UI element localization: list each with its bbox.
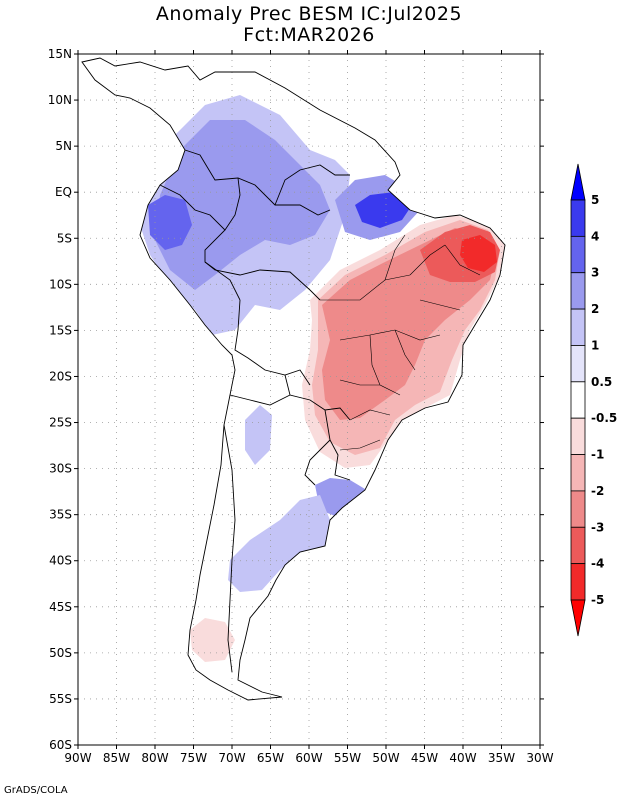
colorbar-swatch xyxy=(570,526,586,565)
credit-label: GrADS/COLA xyxy=(4,785,68,796)
lat-label: 15N xyxy=(48,47,72,61)
lon-label: 70W xyxy=(218,751,245,765)
lon-label: 35W xyxy=(488,751,515,765)
lat-label: 45S xyxy=(49,600,72,614)
chart-title: Anomaly Prec BESM IC:Jul2025 xyxy=(155,3,463,25)
colorbar-swatch xyxy=(570,563,586,601)
lat-label: 30S xyxy=(49,462,72,476)
colorbar-label: 1 xyxy=(591,338,599,352)
colorbar-label: 4 xyxy=(591,229,599,243)
colorbar-label: -4 xyxy=(591,557,604,571)
lon-label: 40W xyxy=(449,751,476,765)
lat-label: 55S xyxy=(49,692,72,706)
chart-subtitle: Fct:MAR2026 xyxy=(243,24,375,46)
colorbar-label: 5 xyxy=(591,193,599,207)
lat-label: 10S xyxy=(49,277,72,291)
colorbar-swatch xyxy=(570,199,586,237)
lon-label: 65W xyxy=(257,751,284,765)
colorbar-label: -3 xyxy=(591,520,604,534)
lon-label: 85W xyxy=(103,751,130,765)
lon-label: 80W xyxy=(141,751,168,765)
lon-label: 50W xyxy=(372,751,399,765)
lon-label: 30W xyxy=(526,751,553,765)
anomaly-region-central-west xyxy=(245,405,272,465)
colorbar-swatch xyxy=(570,454,586,492)
axes: 15N 10N 5N EQ 5S 10S 15S 20S 25S 30S 35S 40S 45S 50S 5… xyxy=(48,47,554,765)
lat-label: 25S xyxy=(49,416,72,430)
lat-label: EQ xyxy=(55,185,72,199)
lat-label: 15S xyxy=(49,323,72,337)
lat-label: 20S xyxy=(49,369,72,383)
lat-label: 40S xyxy=(49,554,72,568)
lat-label: 5N xyxy=(55,139,72,153)
colorbar-swatch xyxy=(570,381,586,419)
colorbar-swatch xyxy=(570,272,586,310)
colorbar-bottom-arrow xyxy=(570,599,586,637)
colorbar-label: 0.5 xyxy=(591,375,612,389)
anomaly-region-amazon-mouth-core xyxy=(355,192,412,228)
lat-label: 50S xyxy=(49,646,72,660)
colorbar-swatch xyxy=(570,345,586,383)
lon-label: 90W xyxy=(64,751,91,765)
anomaly-region-south-chile xyxy=(190,618,235,662)
colorbar-label: -1 xyxy=(591,448,604,462)
anomaly-region-patagonia xyxy=(228,495,330,592)
lon-label: 60W xyxy=(295,751,322,765)
graticule xyxy=(78,54,540,745)
country-borders xyxy=(81,57,506,701)
colorbar-label: -2 xyxy=(591,484,604,498)
colorbar-swatch xyxy=(570,490,586,528)
anomaly-layer xyxy=(140,95,505,662)
colorbar-swatch xyxy=(570,235,586,274)
lat-label: 10N xyxy=(48,93,72,107)
colorbar-top-arrow xyxy=(570,163,586,201)
colorbar-label: -5 xyxy=(591,593,604,607)
colorbar-label: -0.5 xyxy=(591,411,617,425)
lat-label: 5S xyxy=(57,231,72,245)
lon-label: 55W xyxy=(334,751,361,765)
colorbar-label: 3 xyxy=(591,266,599,280)
anomaly-region-northwest-2 xyxy=(155,120,330,290)
lon-label: 75W xyxy=(180,751,207,765)
anomaly-region-ecuador-peru xyxy=(148,195,192,250)
colorbar-label: 2 xyxy=(591,302,599,316)
state-borders xyxy=(320,234,481,451)
anomaly-region-northeast-peak xyxy=(460,235,497,272)
lon-label: 45W xyxy=(411,751,438,765)
colorbar: 5 4 3 2 1 0.5 -0.5 -1 -2 -3 -4 -5 xyxy=(570,163,617,637)
lat-label: 60S xyxy=(49,738,72,752)
lat-label: 35S xyxy=(49,508,72,522)
colorbar-swatch xyxy=(570,417,586,455)
colorbar-swatch xyxy=(570,308,586,346)
